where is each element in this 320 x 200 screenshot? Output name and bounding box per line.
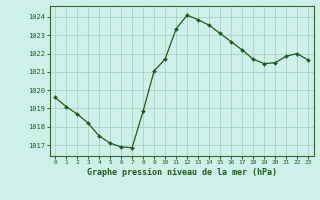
X-axis label: Graphe pression niveau de la mer (hPa): Graphe pression niveau de la mer (hPa): [87, 168, 276, 177]
